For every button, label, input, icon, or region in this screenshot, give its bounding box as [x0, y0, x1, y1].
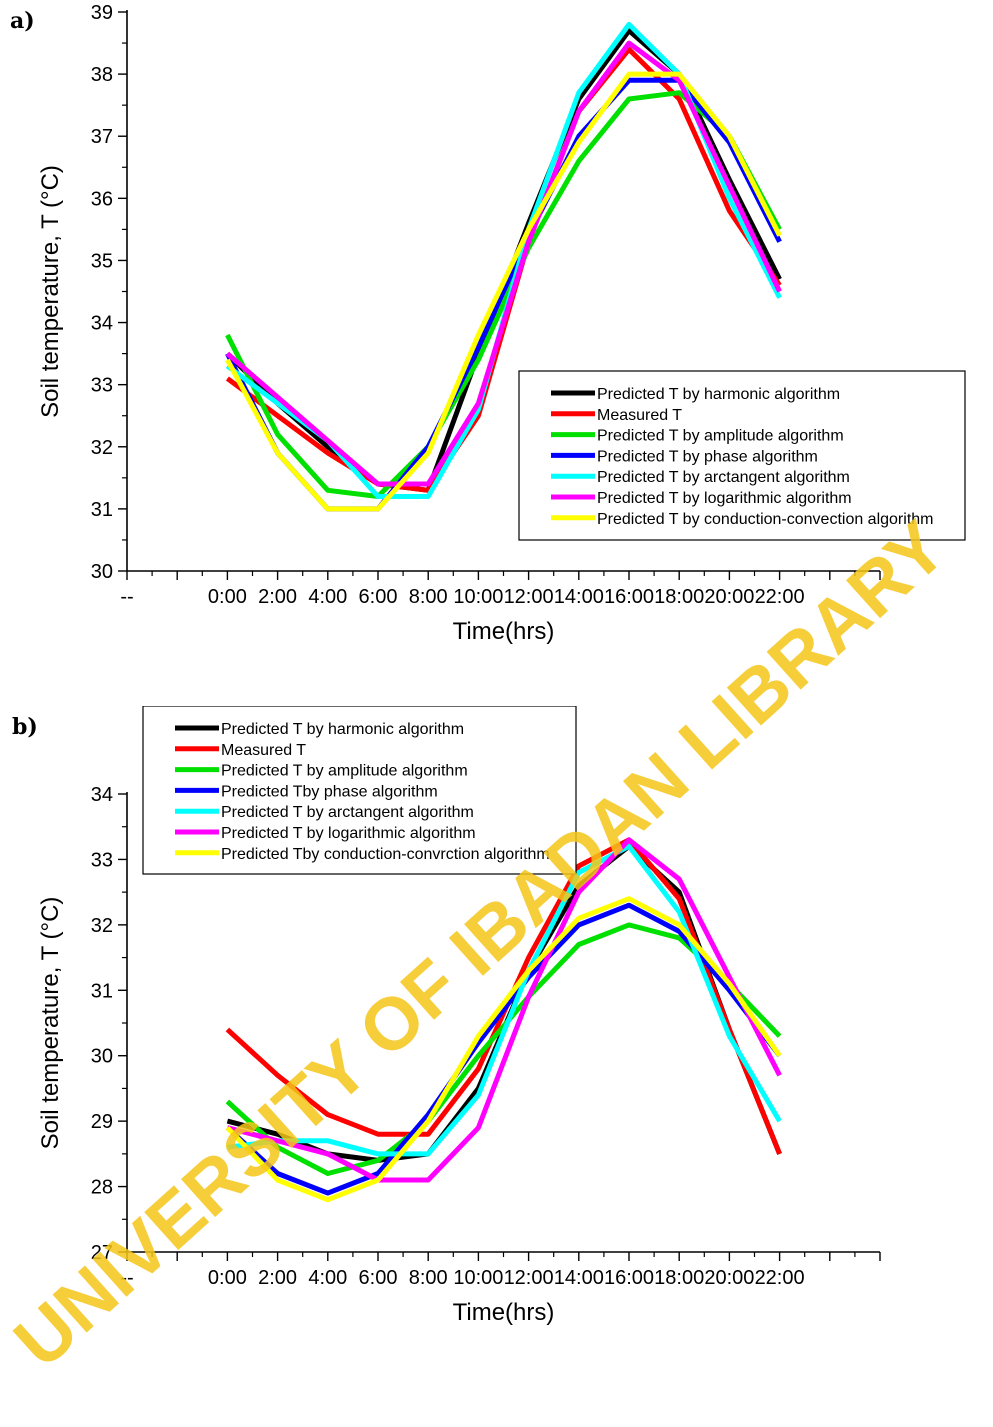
y-tick-label: 28 [91, 1177, 113, 1199]
y-tick-label: 31 [91, 980, 113, 1002]
series-line-5 [225, 40, 782, 487]
x-tick-label-leading: -- [120, 1267, 133, 1289]
x-tick-label: 18:00 [654, 1267, 704, 1289]
panel-label-b: b) [12, 714, 38, 740]
y-tick-label: 27 [91, 1242, 113, 1264]
legend-label-4: Predicted T by arctangent algorithm [597, 469, 850, 486]
x-tick-label: 10:00 [453, 586, 503, 608]
x-tick-label: 10:00 [453, 1267, 503, 1289]
series-line-6 [225, 896, 782, 1203]
y-tick-label: 31 [91, 499, 113, 521]
x-tick-label: 8:00 [409, 586, 448, 608]
y-tick-labels: 30 31 32 33 34 35 36 37 38 39 [91, 2, 113, 583]
series-line-3 [225, 902, 782, 1196]
x-tick-label: 8:00 [409, 1267, 448, 1289]
y-tick-label: 33 [91, 375, 113, 397]
panel-label-a: a) [10, 8, 35, 34]
y-tick-label: 39 [91, 2, 113, 24]
series-line-5 [226, 837, 782, 1183]
x-tick-label: 14:00 [554, 1267, 604, 1289]
x-tick-label-leading: -- [120, 586, 133, 608]
x-tick-label: 18:00 [654, 586, 704, 608]
legend-label-5: Predicted T by logarithmic algorithm [221, 825, 476, 842]
x-tick-label: 2:00 [258, 1267, 297, 1289]
x-tick-label: 12:00 [504, 1267, 554, 1289]
series-group [225, 837, 782, 1203]
y-tick-label: 35 [91, 250, 113, 272]
x-tick-label: 12:00 [504, 586, 554, 608]
y-tick-label: 29 [91, 1111, 113, 1133]
chart-b: 27 28 29 30 31 32 33 34 -- 0:00 2:00 4:00 6:00 8:00 10… [37, 706, 881, 1326]
legend-label-6: Predicted Tby conduction-convrction algo… [221, 846, 550, 863]
x-tick-label: 2:00 [258, 586, 297, 608]
y-tick-label: 32 [91, 437, 113, 459]
legend-label-4: Predicted T by arctangent algorithm [221, 804, 474, 821]
y-axis-title: Soil temperature, T (°C) [37, 165, 64, 418]
y-tick-label: 36 [91, 188, 113, 210]
y-tick-label: 33 [91, 849, 113, 871]
legend-label-6: Predicted T by conduction-convection alg… [597, 511, 933, 528]
chart-a: 30 31 32 33 34 35 36 37 38 39 -- 0:00 2:00 4:00 6:00 8:… [37, 2, 966, 645]
x-tick-label: 16:00 [604, 1267, 654, 1289]
y-tick-label: 34 [91, 313, 113, 335]
x-tick-label: 0:00 [208, 586, 247, 608]
x-axis-title: Time(hrs) [453, 1299, 555, 1326]
y-tick-label: 32 [91, 915, 113, 937]
legend-label-1: Measured T [221, 742, 306, 759]
legend: Predicted T by harmonic algorithm Measure… [142, 706, 577, 875]
y-tick-label: 34 [91, 784, 113, 806]
y-tick-label: 30 [91, 1046, 113, 1068]
legend-label-2: Predicted T by amplitude algorithm [221, 763, 468, 780]
y-tick-label: 38 [91, 64, 113, 86]
series-line-1 [225, 837, 782, 1155]
legend-label-0: Predicted T by harmonic algorithm [597, 386, 840, 403]
x-tick-label: 22:00 [755, 586, 805, 608]
x-tick-label: 14:00 [554, 586, 604, 608]
x-tick-label: 20:00 [704, 586, 754, 608]
x-tick-label: 4:00 [308, 1267, 347, 1289]
series-group [225, 21, 782, 512]
x-tick-label: 6:00 [359, 586, 398, 608]
legend-label-3: Predicted T by phase algorithm [597, 448, 818, 465]
y-axis-title: Soil temperature, T (°C) [37, 897, 64, 1150]
legend-label-2: Predicted T by amplitude algorithm [597, 428, 844, 445]
legend-label-3: Predicted Tby phase algorithm [221, 783, 438, 800]
y-tick-label: 37 [91, 126, 113, 148]
x-tick-label: 22:00 [755, 1267, 805, 1289]
x-tick-labels: -- 0:00 2:00 4:00 6:00 8:00 10:00 12:00 14:00 16:… [120, 586, 804, 608]
series-line-2 [225, 922, 782, 1176]
legend-label-0: Predicted T by harmonic algorithm [221, 721, 464, 738]
legend-label-1: Measured T [597, 407, 682, 424]
legend-label-5: Predicted T by logarithmic algorithm [597, 490, 852, 507]
x-tick-label: 0:00 [208, 1267, 247, 1289]
y-tick-label: 30 [91, 561, 113, 583]
series-line-6 [225, 71, 782, 512]
y-tick-labels: 27 28 29 30 31 32 33 34 [91, 784, 113, 1264]
legend: Predicted T by harmonic algorithm Measure… [518, 370, 966, 541]
x-axis-title: Time(hrs) [453, 618, 555, 645]
x-tick-label: 6:00 [359, 1267, 398, 1289]
x-tick-label: 20:00 [704, 1267, 754, 1289]
x-tick-label: 16:00 [604, 586, 654, 608]
x-tick-label: 4:00 [308, 586, 347, 608]
x-tick-labels: -- 0:00 2:00 4:00 6:00 8:00 10:00 12:00 14:00 16:… [120, 1267, 804, 1289]
